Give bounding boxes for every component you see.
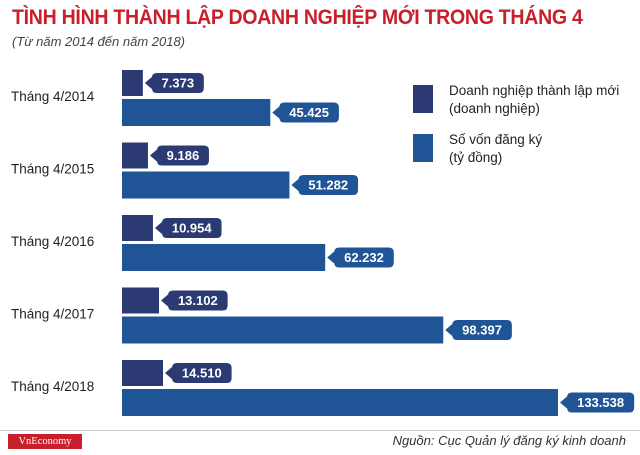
bar-enterprises	[122, 70, 143, 96]
source-note: Nguồn: Cục Quản lý đăng ký kinh doanh	[392, 433, 626, 448]
data-label-capital: 45.425	[289, 105, 329, 120]
category-label: Tháng 4/2016	[11, 234, 94, 249]
data-label-capital: 51.282	[308, 178, 348, 193]
data-label-bubble	[165, 363, 232, 383]
data-label-bubble	[161, 290, 228, 311]
bar-chart: Tháng 4/2014 7.373 45.425 Tháng 4/2015 9.186…	[11, 70, 635, 416]
legend-label-enterprises-line1: Doanh nghiệp thành lập mới	[449, 83, 620, 98]
data-label-bubble	[560, 392, 635, 413]
data-label-bubble	[291, 175, 359, 195]
data-label-enterprises: 10.954	[172, 221, 213, 236]
data-label-enterprises: 14.510	[182, 366, 222, 381]
data-label-bubble	[154, 218, 222, 238]
legend-label-enterprises: Doanh nghiệp thành lập mới (doanh nghiệp…	[449, 82, 619, 118]
data-label-enterprises: 9.186	[167, 148, 200, 163]
category-label: Tháng 4/2014	[11, 89, 95, 104]
bar-capital	[122, 316, 444, 344]
bar-capital	[122, 171, 290, 199]
legend-label-capital-line2: (tỷ đồng)	[449, 150, 503, 165]
data-label-capital: 98.397	[462, 323, 502, 338]
legend-swatch-enterprises	[413, 85, 433, 113]
data-label-enterprises: 7.373	[162, 76, 195, 91]
category-label: Tháng 4/2017	[11, 307, 94, 322]
category-label: Tháng 4/2015	[11, 162, 94, 177]
legend-swatch-capital	[413, 134, 433, 162]
data-label-enterprises: 13.102	[178, 293, 218, 308]
bar-enterprises	[122, 215, 153, 241]
bar-enterprises	[122, 142, 148, 169]
data-label-capital: 62.232	[344, 250, 384, 265]
data-label-bubble	[149, 145, 209, 166]
legend-label-capital-line1: Số vốn đăng ký	[449, 132, 543, 147]
legend-label-enterprises-line2: (doanh nghiệp)	[449, 101, 540, 116]
chart-title: TÌNH HÌNH THÀNH LẬP DOANH NGHIỆP MỚI TRO…	[12, 6, 583, 29]
data-label-bubble	[144, 73, 204, 93]
bar-capital	[122, 244, 326, 271]
bar-enterprises	[122, 287, 160, 314]
chart-subtitle: (Từ năm 2014 đến năm 2018)	[12, 34, 186, 49]
bar-capital	[122, 389, 558, 416]
data-label-bubble	[327, 247, 394, 268]
data-label-bubble	[445, 320, 512, 340]
data-label-capital: 133.538	[577, 395, 624, 410]
bar-capital	[122, 99, 271, 126]
category-label: Tháng 4/2018	[11, 379, 94, 394]
footer-divider	[0, 430, 640, 431]
bar-enterprises	[122, 360, 163, 386]
legend-label-capital: Số vốn đăng ký (tỷ đồng)	[449, 131, 542, 167]
data-label-bubble	[272, 102, 339, 123]
brand-logo: VnEconomy	[8, 434, 82, 449]
